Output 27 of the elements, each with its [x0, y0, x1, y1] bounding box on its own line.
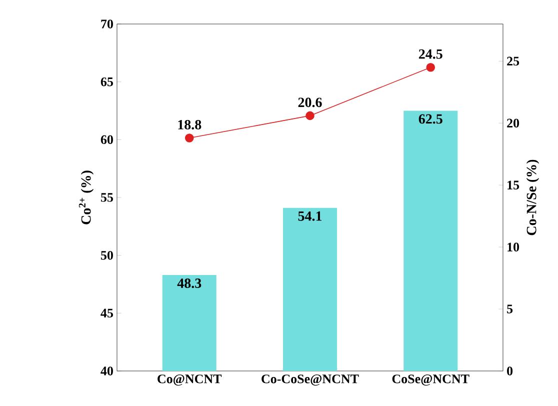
y2-tick-label: 0 — [507, 366, 513, 376]
y-tick-label: 70 — [101, 20, 113, 28]
data-label: 54.1 — [298, 211, 322, 221]
y2-tick-label: 20 — [507, 118, 520, 128]
x-tick-label: Co@NCNT — [158, 374, 222, 386]
y-tick-label: 40 — [100, 366, 113, 376]
y-tick-label: 55 — [100, 193, 113, 202]
y-axis-title: Co$^{2+}$ (%) — [78, 170, 94, 224]
point — [306, 111, 314, 120]
y-tick-label: 50 — [100, 250, 113, 260]
y-tick-label: 60 — [100, 135, 113, 144]
x-tick-label: Co-CoSe@NCNT — [262, 374, 359, 386]
data-label: 48.3 — [177, 278, 202, 288]
y2-tick-label: 25 — [507, 56, 520, 66]
data-label: 18.8 — [178, 120, 202, 130]
data-label: 24.5 — [418, 49, 442, 59]
data-label: 20.6 — [298, 98, 322, 108]
y-tick-label: 65 — [100, 77, 113, 86]
x-tick-label: CoSe@NCNT — [392, 374, 470, 386]
point — [184, 134, 194, 142]
y2-tick-label: 5 — [507, 304, 513, 314]
y2-tick-label: 10 — [508, 242, 520, 252]
y2-tick-label: 15 — [508, 180, 520, 190]
data-label: 62.5 — [418, 114, 442, 124]
y-tick-label: 45 — [100, 308, 113, 318]
y2-axis-title: Co-N/Se (%) — [526, 160, 540, 236]
point — [426, 62, 436, 72]
